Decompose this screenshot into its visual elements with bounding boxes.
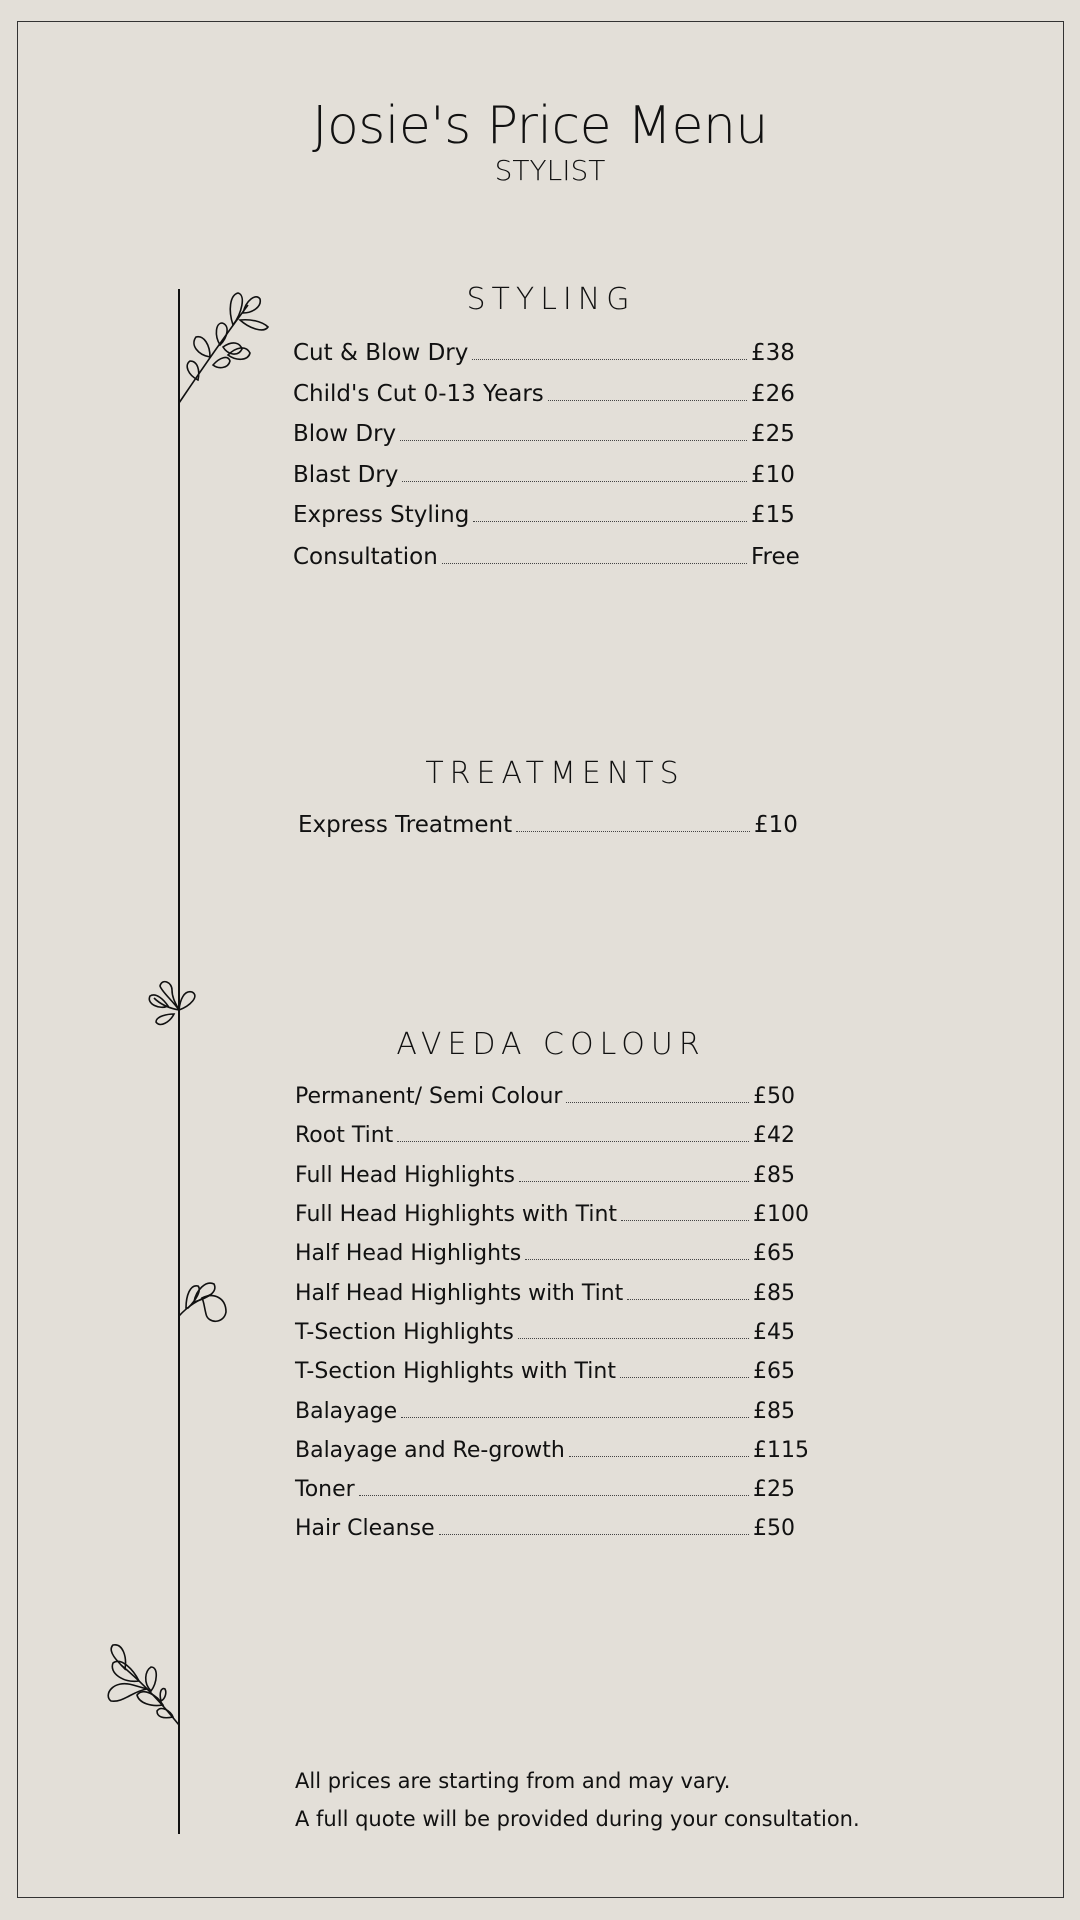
dot-leader (397, 1141, 749, 1142)
service-price: £26 (751, 381, 795, 407)
service-name: T-Section Highlights with Tint (295, 1359, 616, 1384)
decorative-vertical-line (178, 289, 180, 1834)
dot-leader (547, 400, 747, 401)
price-row: Express Styling £15 (293, 502, 813, 528)
section-title-treatments: TREATMENTS (425, 756, 685, 791)
dot-leader (566, 1102, 749, 1103)
service-price: £25 (751, 421, 795, 447)
dot-leader (472, 359, 747, 360)
service-price: £45 (753, 1320, 795, 1345)
dot-leader (621, 1220, 749, 1221)
price-row: Consultation Free (293, 544, 813, 570)
price-row: Hair Cleanse £50 (295, 1516, 815, 1541)
price-row: Full Head Highlights £85 (295, 1163, 815, 1188)
service-name: Blast Dry (293, 462, 399, 488)
dot-leader (400, 440, 747, 441)
leaf-sprig-icon (178, 1282, 227, 1323)
dot-leader (619, 1377, 749, 1378)
eucalyptus-branch-icon (178, 292, 270, 404)
price-row: Half Head Highlights £65 (295, 1241, 815, 1266)
dot-leader (402, 481, 747, 482)
section-title-styling: STYLING (466, 282, 636, 317)
service-name: Express Styling (293, 502, 470, 528)
dot-leader (473, 521, 747, 522)
dot-leader (568, 1456, 749, 1457)
service-price: £42 (753, 1123, 795, 1148)
section-title-aveda-colour: AVEDA COLOUR (396, 1027, 706, 1062)
price-row: Express Treatment £10 (298, 812, 816, 838)
dot-leader (441, 563, 747, 564)
service-price: £10 (751, 462, 795, 488)
service-name: Full Head Highlights (295, 1163, 515, 1188)
service-price: £85 (753, 1399, 795, 1424)
dot-leader (525, 1259, 749, 1260)
dot-leader (358, 1495, 749, 1496)
service-price: £65 (753, 1241, 795, 1266)
price-row: Blast Dry £10 (293, 462, 813, 488)
price-row: T-Section Highlights with Tint £65 (295, 1359, 815, 1384)
service-name: Balayage and Re-growth (295, 1438, 565, 1463)
service-price: £65 (753, 1359, 795, 1384)
service-price: £50 (753, 1516, 795, 1541)
service-price: £15 (751, 502, 795, 528)
price-row: Child's Cut 0-13 Years £26 (293, 381, 813, 407)
page-border (17, 21, 1064, 1898)
dot-leader (627, 1299, 749, 1300)
price-row: Half Head Highlights with Tint £85 (295, 1281, 815, 1306)
service-name: Hair Cleanse (295, 1516, 435, 1541)
dot-leader (517, 1338, 749, 1339)
service-name: Root Tint (295, 1123, 394, 1148)
service-price: £115 (753, 1438, 809, 1463)
service-name: Blow Dry (293, 421, 397, 447)
service-name: Half Head Highlights (295, 1241, 522, 1266)
service-price: £50 (753, 1084, 795, 1109)
footer-note: All prices are starting from and may var… (295, 1769, 731, 1793)
leaf-sprig-icon (148, 980, 196, 1026)
price-row: Full Head Highlights with Tint £100 (295, 1202, 815, 1227)
dot-leader (516, 831, 750, 832)
service-name: Half Head Highlights with Tint (295, 1281, 624, 1306)
service-name: Balayage (295, 1399, 398, 1424)
service-name: Permanent/ Semi Colour (295, 1084, 563, 1109)
price-row: Root Tint £42 (295, 1123, 815, 1148)
service-price: £10 (754, 812, 798, 838)
eucalyptus-branch-icon (107, 1644, 180, 1726)
service-name: T-Section Highlights (295, 1320, 514, 1345)
price-row: Cut & Blow Dry £38 (293, 340, 813, 366)
dot-leader (518, 1181, 749, 1182)
page-title: Josie's Price Menu (312, 96, 768, 156)
service-price: £85 (753, 1163, 795, 1188)
price-row: Balayage and Re-growth £115 (295, 1438, 815, 1463)
service-name: Cut & Blow Dry (293, 340, 469, 366)
service-name: Toner (295, 1477, 355, 1502)
price-row: Blow Dry £25 (293, 421, 813, 447)
dot-leader (438, 1534, 749, 1535)
service-price: Free (751, 544, 800, 570)
price-row: Permanent/ Semi Colour £50 (295, 1084, 815, 1109)
service-name: Full Head Highlights with Tint (295, 1202, 618, 1227)
service-price: £38 (751, 340, 795, 366)
service-price: £85 (753, 1281, 795, 1306)
price-row: T-Section Highlights £45 (295, 1320, 815, 1345)
price-row: Balayage £85 (295, 1399, 815, 1424)
page-subtitle: STYLIST (494, 154, 606, 187)
service-name: Consultation (293, 544, 438, 570)
service-name: Child's Cut 0-13 Years (293, 381, 544, 407)
dot-leader (401, 1417, 749, 1418)
service-name: Express Treatment (298, 812, 513, 838)
service-price: £100 (753, 1202, 809, 1227)
footer-note: A full quote will be provided during you… (295, 1807, 860, 1831)
service-price: £25 (753, 1477, 795, 1502)
price-row: Toner £25 (295, 1477, 815, 1502)
